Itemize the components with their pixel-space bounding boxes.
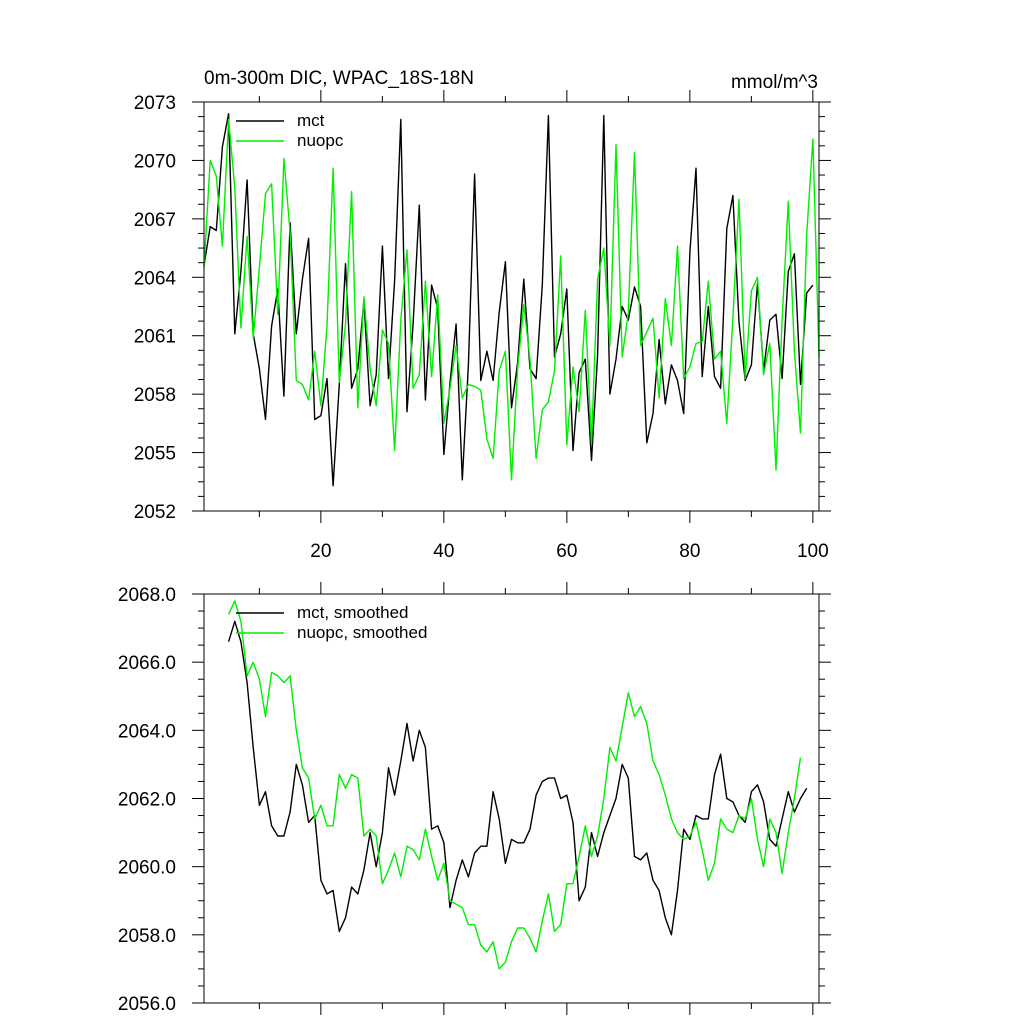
x-tick-label: 60 (556, 541, 577, 562)
y-tick-label: 2061 (134, 327, 176, 348)
legend-label: mct, smoothed (297, 603, 409, 622)
x-tick-label: 100 (797, 541, 829, 562)
y-tick-label: 2056.0 (118, 994, 176, 1015)
legend-label: mct (297, 111, 325, 130)
y-tick-label: 2055 (134, 444, 176, 465)
legend-label: nuopc (297, 131, 344, 150)
chart-title: 0m-300m DIC, WPAC_18S-18N (204, 68, 474, 89)
y-tick-label: 2064 (134, 268, 177, 289)
y-tick-label: 2060.0 (118, 858, 176, 879)
units-label: mmol/m^3 (731, 72, 818, 93)
y-tick-label: 2052 (134, 502, 176, 523)
y-tick-label: 2067 (134, 210, 176, 231)
y-tick-label: 2068.0 (118, 585, 176, 606)
y-tick-label: 2064.0 (118, 721, 176, 742)
series-line-1 (203, 118, 820, 481)
plot-frame (203, 593, 820, 1004)
x-tick-label: 20 (310, 541, 331, 562)
x-tick-label: 40 (433, 541, 454, 562)
y-tick-label: 2058 (134, 385, 176, 406)
series-line-0 (203, 112, 814, 487)
x-tick-label: 80 (679, 541, 700, 562)
legend-label: nuopc, smoothed (297, 623, 427, 642)
y-tick-label: 2070 (134, 151, 176, 172)
dic-smoothed-panel: 2056.0 2058.0 2060.0 2062.0 2064.0 2066.0 2068… (118, 582, 831, 1015)
y-tick-label: 2066.0 (118, 653, 176, 674)
y-tick-label: 2058.0 (118, 926, 176, 947)
dic-raw-panel: 0m-300m DIC, WPAC_18S-18N mmol/m^3 2052 2… (134, 68, 831, 562)
series-line-0 (227, 620, 808, 936)
plot-frame (203, 101, 820, 512)
series-line-1 (227, 600, 802, 970)
y-tick-label: 2062.0 (118, 790, 176, 811)
y-tick-label: 2073 (134, 93, 176, 114)
